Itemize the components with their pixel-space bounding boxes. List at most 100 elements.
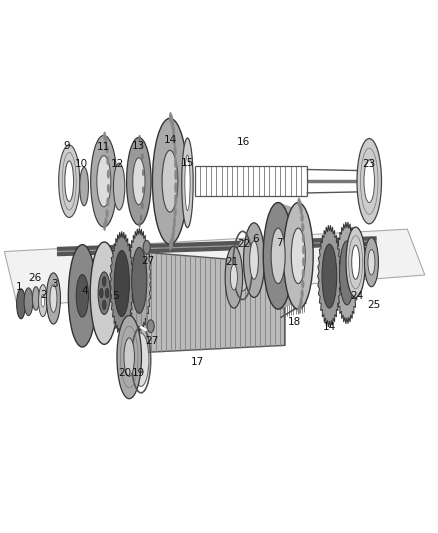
Ellipse shape — [133, 333, 149, 386]
Ellipse shape — [50, 285, 57, 312]
Text: 25: 25 — [367, 300, 380, 310]
Text: 13: 13 — [132, 141, 145, 151]
Ellipse shape — [143, 240, 150, 254]
Ellipse shape — [32, 287, 39, 310]
Ellipse shape — [171, 119, 174, 130]
Ellipse shape — [263, 203, 293, 309]
Ellipse shape — [97, 156, 111, 207]
Text: 9: 9 — [63, 141, 70, 151]
Ellipse shape — [230, 264, 237, 290]
Text: 6: 6 — [252, 234, 259, 244]
Ellipse shape — [140, 215, 142, 221]
Ellipse shape — [225, 246, 243, 308]
Text: 12: 12 — [111, 159, 124, 169]
Ellipse shape — [357, 139, 381, 224]
Ellipse shape — [90, 242, 118, 344]
Ellipse shape — [141, 203, 143, 209]
Ellipse shape — [174, 182, 177, 193]
Ellipse shape — [133, 158, 145, 205]
Text: 23: 23 — [363, 159, 376, 168]
Polygon shape — [127, 228, 151, 333]
Polygon shape — [335, 222, 359, 324]
Ellipse shape — [302, 269, 305, 278]
Ellipse shape — [80, 167, 88, 206]
Ellipse shape — [152, 118, 187, 244]
Ellipse shape — [271, 228, 285, 284]
Ellipse shape — [172, 225, 175, 236]
Ellipse shape — [236, 240, 250, 291]
Ellipse shape — [142, 169, 144, 176]
Ellipse shape — [107, 184, 110, 192]
Polygon shape — [4, 229, 425, 306]
Text: 27: 27 — [145, 336, 158, 346]
Ellipse shape — [174, 206, 177, 217]
Ellipse shape — [299, 302, 301, 311]
Text: 26: 26 — [28, 273, 42, 283]
Ellipse shape — [103, 222, 106, 231]
Ellipse shape — [346, 227, 365, 297]
Ellipse shape — [301, 214, 304, 222]
Ellipse shape — [301, 223, 304, 232]
Ellipse shape — [141, 154, 143, 160]
Ellipse shape — [302, 234, 305, 243]
Ellipse shape — [170, 237, 173, 248]
Ellipse shape — [147, 320, 154, 333]
Ellipse shape — [368, 249, 375, 275]
Text: 3: 3 — [51, 279, 58, 289]
Ellipse shape — [244, 223, 265, 297]
Ellipse shape — [139, 221, 141, 228]
Ellipse shape — [250, 241, 258, 279]
Text: 20: 20 — [119, 368, 132, 378]
Ellipse shape — [298, 305, 300, 314]
Ellipse shape — [106, 198, 109, 206]
Text: 14: 14 — [164, 135, 177, 145]
Ellipse shape — [107, 170, 110, 179]
Ellipse shape — [174, 169, 177, 180]
Text: 19: 19 — [132, 368, 145, 378]
Ellipse shape — [170, 115, 173, 125]
Polygon shape — [110, 231, 134, 336]
Ellipse shape — [59, 145, 80, 217]
Ellipse shape — [322, 244, 337, 308]
Ellipse shape — [352, 245, 360, 279]
Ellipse shape — [117, 316, 141, 399]
Ellipse shape — [364, 238, 378, 287]
Ellipse shape — [105, 217, 107, 226]
Polygon shape — [82, 271, 104, 318]
Text: 11: 11 — [97, 142, 110, 151]
Ellipse shape — [139, 135, 141, 141]
Ellipse shape — [39, 285, 47, 317]
Text: 1: 1 — [15, 282, 22, 292]
Ellipse shape — [173, 135, 176, 146]
Ellipse shape — [174, 146, 177, 156]
Ellipse shape — [114, 251, 129, 317]
Text: 15: 15 — [181, 158, 194, 168]
Polygon shape — [278, 203, 298, 309]
Ellipse shape — [302, 246, 305, 254]
Ellipse shape — [299, 201, 301, 209]
Polygon shape — [318, 225, 341, 327]
Ellipse shape — [169, 240, 172, 251]
Text: 5: 5 — [112, 292, 119, 301]
Ellipse shape — [91, 135, 117, 227]
Ellipse shape — [185, 155, 190, 211]
Ellipse shape — [127, 138, 151, 225]
Ellipse shape — [65, 161, 74, 201]
Ellipse shape — [301, 289, 304, 298]
Ellipse shape — [169, 112, 172, 123]
Ellipse shape — [298, 198, 300, 206]
Text: 24: 24 — [350, 292, 364, 301]
Text: 27: 27 — [141, 256, 154, 266]
Ellipse shape — [46, 273, 60, 324]
Text: 14: 14 — [323, 322, 336, 332]
Text: 18: 18 — [288, 317, 301, 327]
Ellipse shape — [106, 145, 108, 154]
Ellipse shape — [98, 272, 110, 314]
Ellipse shape — [291, 228, 305, 284]
Text: 17: 17 — [191, 358, 204, 367]
Ellipse shape — [339, 241, 354, 305]
Ellipse shape — [162, 150, 178, 212]
Ellipse shape — [174, 195, 177, 205]
Ellipse shape — [105, 136, 107, 145]
Ellipse shape — [106, 209, 108, 217]
